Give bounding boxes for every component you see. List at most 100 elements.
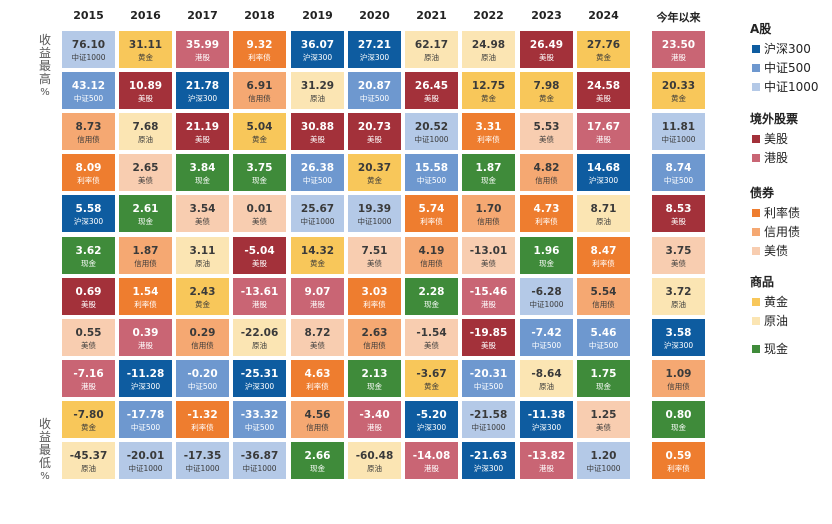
cell-value: 36.07 [300,39,335,51]
cell-value: 21.78 [185,80,220,93]
quilt-cell: 8.72 美债 [291,318,344,356]
quilt-cell: -19.85 美股 [462,318,515,356]
legend-item: 中证1000 [752,78,819,95]
cell-asset-name: 美股 [539,53,554,62]
cell-asset-name: 中证1000 [414,135,449,145]
quilt-cell: 2.66 现金 [291,442,344,479]
cell-asset-name: 中证500 [416,176,447,186]
cell-asset-name: 利率债 [363,299,386,309]
cell-asset-name: 美债 [195,217,210,227]
cell-asset-name: 中证1000 [71,53,106,62]
quilt-cell: 1.25 美债 [577,400,630,438]
cell-value: 1.54 [132,285,159,298]
legend-item: 港股 [752,149,788,166]
cell-value: 2.13 [361,367,388,380]
quilt-cell: 2.63 信用债 [348,318,401,356]
legend-swatch [752,344,760,353]
cell-asset-name: 利率债 [535,217,558,227]
quilt-cell: -3.40 港股 [348,400,401,438]
cell-asset-name: 现金 [481,176,496,186]
cell-value: 26.49 [529,39,564,51]
legend-swatch [752,44,760,53]
quilt-cell: 3.03 利率债 [348,277,401,315]
cell-asset-name: 信用债 [77,135,100,145]
cell-asset-name: 港股 [424,464,439,473]
legend-item: 美股 [752,130,788,147]
cell-value: 6.91 [246,80,273,93]
cell-value: -6.28 [531,285,562,298]
quilt-cell: 7.98 黄金 [520,72,573,110]
quilt-cell: -5.04 美股 [233,236,286,274]
cell-value: 27.21 [357,39,392,51]
quilt-cell: 26.38 中证500 [291,154,344,192]
cell-asset-name: 沪深300 [588,176,619,186]
cell-value: -21.63 [469,450,508,462]
quilt-cell: -36.87 中证1000 [233,442,286,479]
legend-label: 美债 [764,244,789,258]
legend-swatch [752,297,760,306]
cell-value: 12.75 [471,80,506,93]
quilt-cell: 1.20 中证1000 [577,442,630,479]
quilt-cell: 4.73 利率债 [520,195,573,233]
cell-value: 14.68 [586,162,621,175]
cell-asset-name: 港股 [310,299,325,309]
cell-asset-name: 现金 [367,381,382,391]
quilt-cell: 0.55 美债 [62,318,115,356]
legend-swatch [752,82,760,91]
cell-asset-name: 信用债 [134,258,157,268]
quilt-cell: -11.28 沪深300 [119,359,172,397]
cell-asset-name: 现金 [138,217,153,227]
legend-group-title: 债券 [750,186,775,200]
cell-value: 7.51 [361,244,388,257]
cell-value: 0.39 [132,326,159,339]
cell-value: 20.33 [661,80,696,93]
cell-value: 4.82 [533,162,560,175]
cell-asset-name: 中证500 [531,340,562,350]
cell-value: -13.82 [527,450,566,462]
quilt-cell: 5.58 沪深300 [62,195,115,233]
column-header: 2017 [187,9,218,22]
cell-value: -1.32 [187,408,218,421]
quilt-cell: 20.37 黄金 [348,154,401,192]
cell-asset-name: 利率债 [667,464,690,473]
legend-label: 中证1000 [764,80,819,94]
quilt-cell: 5.46 中证500 [577,318,630,356]
quilt-cell: -3.67 黄金 [405,359,458,397]
quilt-cell: 14.68 沪深300 [577,154,630,192]
cell-value: 5.46 [590,326,617,339]
cell-value: 7.68 [132,121,159,134]
cell-value: 5.58 [75,203,102,216]
cell-value: 2.43 [189,285,216,298]
cell-value: 3.54 [189,203,216,216]
cell-asset-name: 现金 [424,299,439,309]
cell-asset-name: 美股 [481,340,496,350]
column-header: 2023 [531,9,562,22]
quilt-cell: -17.35 中证1000 [176,442,229,479]
cell-value: -7.80 [73,408,104,421]
cell-asset-name: 美股 [252,258,267,268]
legend-label: 中证500 [764,61,811,75]
quilt-cell: 24.58 美股 [577,72,630,110]
column-header: 2021 [416,9,447,22]
quilt-cell: 15.58 中证500 [405,154,458,192]
quilt-cell: 17.67 港股 [577,113,630,151]
side-label-bottom: 收益最低% [38,417,51,483]
cell-asset-name: 现金 [596,381,611,391]
quilt-cell: 0.29 信用债 [176,318,229,356]
cell-asset-name: 黄金 [252,135,267,145]
cell-asset-name: 中证1000 [185,464,220,473]
quilt-cell: 43.12 中证500 [62,72,115,110]
cell-asset-name: 美股 [596,94,611,104]
quilt-cell: 1.54 利率债 [119,277,172,315]
cell-asset-name: 中证500 [663,176,694,186]
legend-label: 信用债 [764,225,801,239]
legend-group-title: 商品 [750,275,775,289]
quilt-cell: 31.29 原油 [291,72,344,110]
quilt-cell: 0.59 利率债 [652,442,705,479]
cell-value: 3.75 [665,244,692,257]
cell-value: -45.37 [69,450,108,462]
cell-asset-name: 沪深300 [73,217,104,227]
quilt-cell: 4.82 信用债 [520,154,573,192]
quilt-cell: -21.58 中证1000 [462,400,515,438]
legend-group-title: A股 [750,22,772,36]
